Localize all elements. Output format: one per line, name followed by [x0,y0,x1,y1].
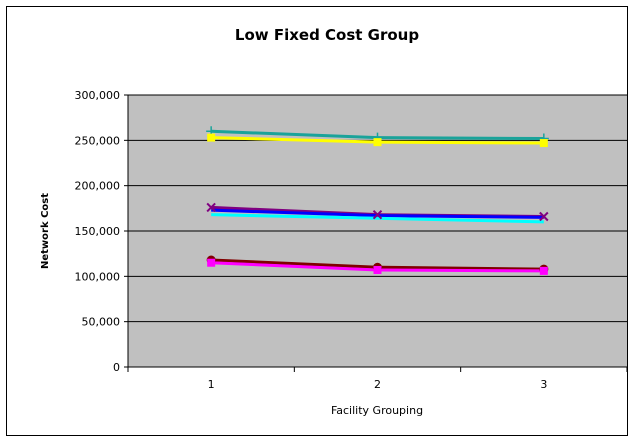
y-tick-label: 200,000 [75,180,121,193]
y-axis-title: Network Cost [40,193,51,269]
chart-title: Low Fixed Cost Group [235,26,419,44]
data-point-x [372,209,383,220]
x-tick-label: 1 [208,378,215,391]
y-tick-label: 300,000 [75,89,121,102]
data-point-square [207,133,216,142]
y-tick-label: 0 [113,361,120,374]
data-point-x [206,202,216,213]
series-line [211,213,544,224]
data-point-square [539,266,548,275]
y-tick-label: 150,000 [75,225,121,238]
axes: 0 50,000 100,000 150,000 200,000 250,000 300,0… [75,89,628,391]
y-tick-label: 250,000 [75,134,121,147]
y-tick-label: 100,000 [75,270,121,283]
series-markers [206,126,549,275]
y-tick-label: 50,000 [82,316,121,329]
data-point-square [373,265,382,274]
x-tick-label: 2 [374,378,381,391]
x-axis-title: Facility Grouping [331,404,423,417]
data-point-square [539,139,548,148]
data-point-square [207,258,216,267]
data-point-x [539,211,549,222]
x-tick-label: 3 [540,378,547,391]
data-point-square [373,138,382,147]
